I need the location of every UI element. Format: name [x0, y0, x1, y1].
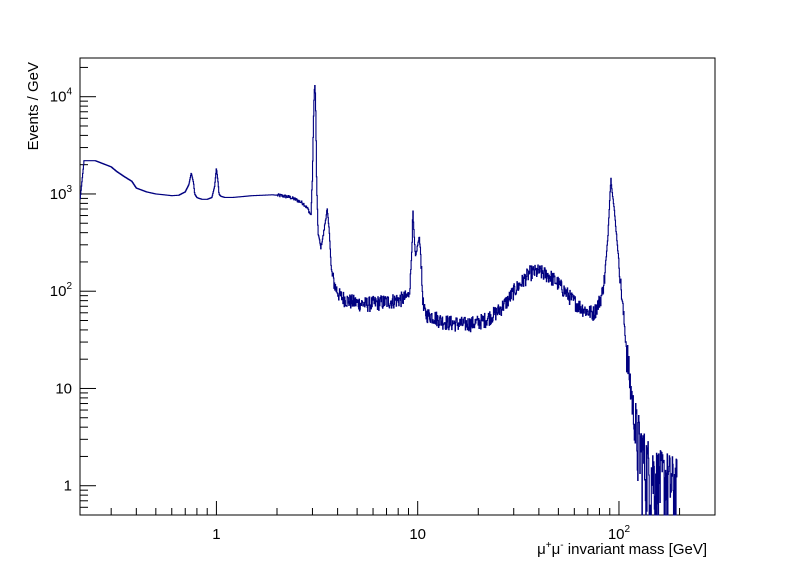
- y-tick-label: 104: [50, 87, 73, 106]
- x-axis-title-text: invariant mass [GeV]: [564, 541, 707, 558]
- y-axis-ticks: [80, 66, 96, 516]
- x-axis-title-minus: -: [560, 540, 563, 551]
- x-axis-title-mu1: μ: [537, 541, 546, 558]
- y-tick-label: 10: [55, 380, 72, 397]
- x-tick-label: 102: [608, 524, 631, 543]
- y-axis-title: Events / GeV: [25, 62, 42, 150]
- x-axis-tick-labels: 1 10 102: [212, 524, 630, 543]
- x-tick-label: 10: [409, 526, 426, 543]
- y-tick-label: 102: [50, 281, 73, 300]
- x-axis-ticks: [110, 501, 716, 515]
- x-axis-title: μ+μ- invariant mass [GeV]: [537, 540, 707, 558]
- x-axis-title-plus: +: [546, 540, 552, 551]
- x-tick-label: 1: [212, 526, 220, 543]
- x-axis-title-mu2: μ: [552, 541, 561, 558]
- series-line-dimuon-spectrum: [79, 84, 678, 516]
- plot-frame: [79, 57, 716, 516]
- y-tick-label: 1: [64, 478, 72, 495]
- y-tick-label: 103: [50, 184, 73, 203]
- y-axis-tick-labels: 1 10 102 103 104: [50, 87, 73, 495]
